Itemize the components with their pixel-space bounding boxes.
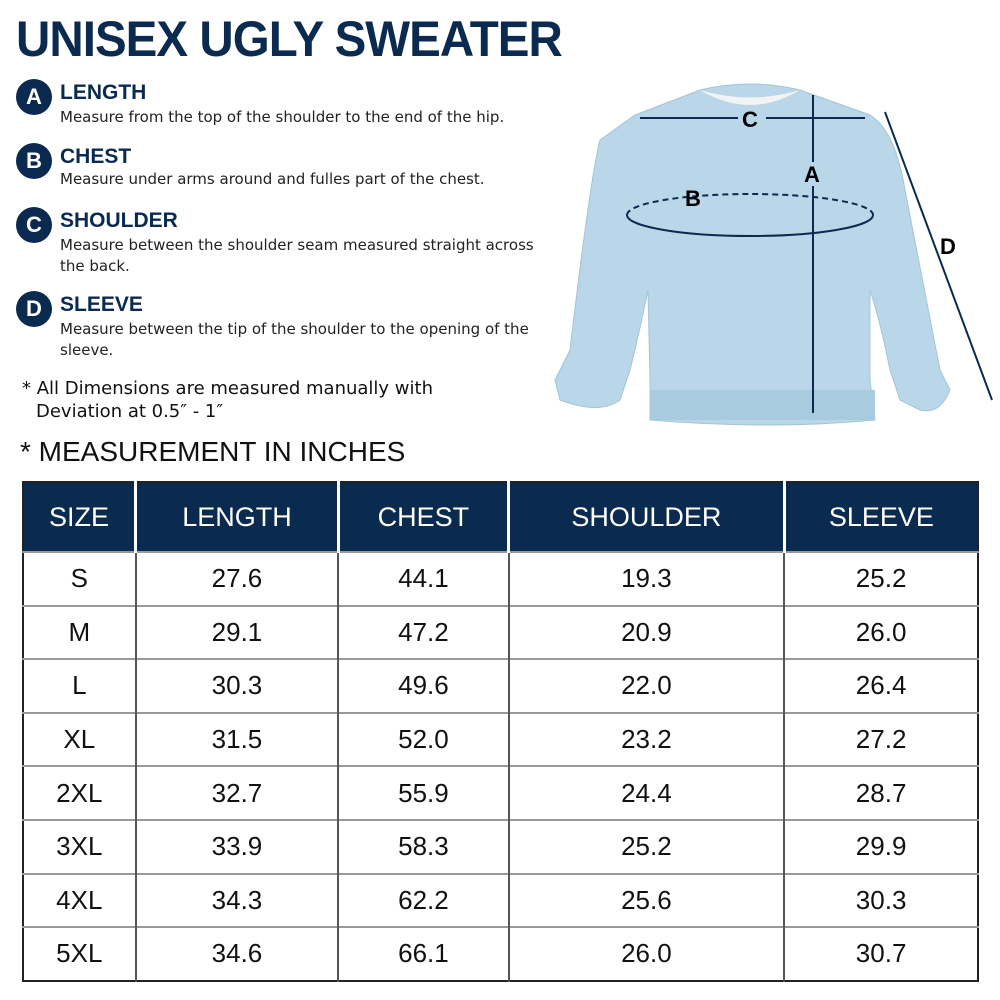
cell-length: 32.7 bbox=[134, 765, 339, 820]
cell-chest: 55.9 bbox=[337, 765, 509, 820]
table-row: XL 31.5 52.0 23.2 27.2 bbox=[23, 711, 978, 767]
table-row: S 27.6 44.1 19.3 25.2 bbox=[23, 551, 978, 606]
cell-shoulder: 25.6 bbox=[507, 872, 785, 928]
table-row: 4XL 34.3 62.2 25.6 30.3 bbox=[23, 872, 978, 928]
cell-sleeve: 25.2 bbox=[783, 551, 978, 606]
table-row: M 29.1 47.2 20.9 26.0 bbox=[23, 604, 978, 660]
size-table: SIZE LENGTH CHEST SHOULDER SLEEVE S 27.6 4… bbox=[22, 481, 979, 982]
cell-sleeve: 26.4 bbox=[783, 658, 978, 713]
cell-chest: 52.0 bbox=[337, 711, 509, 767]
cell-sleeve: 29.9 bbox=[783, 818, 978, 874]
cell-length: 33.9 bbox=[134, 818, 339, 874]
cell-shoulder: 20.9 bbox=[507, 604, 785, 660]
collar bbox=[700, 90, 800, 105]
cell-chest: 49.6 bbox=[337, 658, 509, 713]
cell-length: 30.3 bbox=[134, 658, 339, 713]
cell-length: 29.1 bbox=[134, 604, 339, 660]
cell-chest: 58.3 bbox=[337, 818, 509, 874]
cell-shoulder: 25.2 bbox=[507, 818, 785, 874]
cell-size: S bbox=[23, 551, 136, 606]
header-shoulder: SHOULDER bbox=[507, 482, 785, 552]
d-arrow bbox=[884, 111, 993, 401]
cell-shoulder: 24.4 bbox=[507, 765, 785, 820]
cell-length: 34.6 bbox=[134, 926, 339, 981]
cell-chest: 44.1 bbox=[337, 551, 509, 606]
measure-description: Measure between the tip of the shoulder … bbox=[60, 320, 529, 359]
cell-sleeve: 30.3 bbox=[783, 872, 978, 928]
badge-a: A bbox=[16, 79, 52, 115]
header-size: SIZE bbox=[23, 482, 136, 552]
note-line-2: Deviation at 0.5″ - 1″ bbox=[36, 401, 224, 422]
cell-size: XL bbox=[23, 711, 136, 767]
cell-sleeve: 27.2 bbox=[783, 711, 978, 767]
header-chest: CHEST bbox=[336, 482, 509, 552]
label-a: A bbox=[804, 162, 820, 187]
b-ellipse-front bbox=[626, 214, 874, 237]
cell-chest: 62.2 bbox=[337, 872, 509, 928]
label-c: C bbox=[742, 107, 758, 132]
header-length: LENGTH bbox=[134, 482, 339, 552]
measure-description: Measure under arms around and fulles par… bbox=[60, 170, 485, 188]
measure-heading: SLEEVE bbox=[60, 293, 143, 316]
cell-chest: 66.1 bbox=[337, 926, 509, 981]
sweater-illustration bbox=[554, 83, 951, 426]
table-row: 5XL 34.6 66.1 26.0 30.7 bbox=[23, 926, 978, 981]
cell-length: 34.3 bbox=[134, 872, 339, 928]
cell-shoulder: 26.0 bbox=[507, 926, 785, 981]
sweater-diagram: C A B D bbox=[554, 83, 993, 426]
cell-shoulder: 22.0 bbox=[507, 658, 785, 713]
badge-d: D bbox=[16, 291, 52, 327]
cell-sleeve: 26.0 bbox=[783, 604, 978, 660]
label-d: D bbox=[940, 234, 956, 259]
measure-heading: SHOULDER bbox=[60, 209, 178, 232]
header-sleeve: SLEEVE bbox=[782, 482, 978, 552]
unit-note: * MEASUREMENT IN INCHES bbox=[20, 436, 406, 467]
cell-sleeve: 30.7 bbox=[783, 926, 978, 981]
cell-length: 27.6 bbox=[134, 551, 339, 606]
cell-chest: 47.2 bbox=[337, 604, 509, 660]
badge-c: C bbox=[16, 207, 52, 243]
measure-description: Measure between the shoulder seam measur… bbox=[60, 236, 534, 275]
cell-size: M bbox=[23, 604, 136, 660]
cell-shoulder: 19.3 bbox=[507, 551, 785, 606]
table-row: 2XL 32.7 55.9 24.4 28.7 bbox=[23, 765, 978, 820]
cell-length: 31.5 bbox=[134, 711, 339, 767]
deviation-note: * All Dimensions are measured manually w… bbox=[22, 377, 433, 423]
badge-b: B bbox=[16, 143, 52, 179]
measure-heading: CHEST bbox=[60, 145, 132, 168]
measure-description: Measure from the top of the shoulder to … bbox=[60, 108, 505, 126]
table-header-row: SIZE LENGTH CHEST SHOULDER SLEEVE bbox=[23, 482, 978, 552]
label-b: B bbox=[685, 186, 701, 211]
cell-size: 4XL bbox=[23, 872, 136, 928]
cell-sleeve: 28.7 bbox=[783, 765, 978, 820]
cell-size: 5XL bbox=[23, 926, 136, 981]
page-title: UNISEX UGLY SWEATER bbox=[16, 11, 563, 67]
table-row: 3XL 33.9 58.3 25.2 29.9 bbox=[23, 818, 978, 874]
measure-heading: LENGTH bbox=[60, 81, 147, 104]
cell-shoulder: 23.2 bbox=[507, 711, 785, 767]
table-row: L 30.3 49.6 22.0 26.4 bbox=[23, 658, 978, 713]
note-line-1: * All Dimensions are measured manually w… bbox=[22, 378, 433, 399]
hem-rib bbox=[650, 390, 875, 420]
cell-size: L bbox=[23, 658, 136, 713]
cell-size: 2XL bbox=[23, 765, 136, 820]
cell-size: 3XL bbox=[23, 818, 136, 874]
